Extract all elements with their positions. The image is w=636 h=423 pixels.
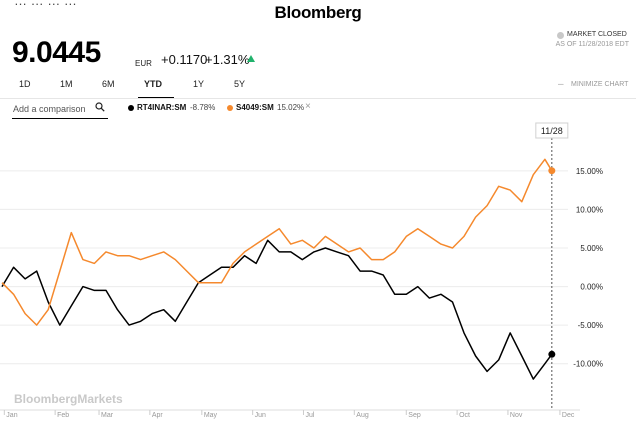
- market-status-dot-icon: [557, 32, 564, 39]
- x-tick-label-3: Apr: [152, 412, 164, 419]
- price-change-percent: +1.31%: [205, 52, 250, 67]
- y-tick-label-2: 5.00%: [580, 244, 603, 253]
- tab-ytd[interactable]: YTD: [144, 79, 162, 89]
- add-comparison-input[interactable]: [12, 99, 108, 119]
- tab-6m[interactable]: 6M: [102, 79, 115, 89]
- x-tick-label-9: Oct: [459, 412, 470, 419]
- remove-comparison-close-icon[interactable]: ×: [305, 101, 311, 112]
- series-end-point-1: [548, 167, 556, 175]
- legend-name-s4049: S4049:SM: [236, 103, 274, 112]
- price-currency: EUR: [135, 59, 152, 68]
- legend-dot-rt4inar-icon: [128, 105, 134, 111]
- legend-dot-s4049-icon: [227, 105, 233, 111]
- x-tick-label-10: Nov: [510, 412, 523, 419]
- current-price: 9.0445: [12, 36, 101, 69]
- price-change: +0.1170: [161, 52, 208, 67]
- x-tick-label-5: Jun: [255, 412, 266, 419]
- x-tick-label-6: Jul: [305, 412, 314, 419]
- minimize-chart-button[interactable]: MINIMIZE CHART: [571, 81, 629, 88]
- y-tick-label-3: 0.00%: [580, 283, 603, 292]
- tab-5y[interactable]: 5Y: [234, 79, 246, 89]
- series-line-1: [1, 158, 553, 326]
- search-icon[interactable]: [95, 102, 105, 112]
- up-triangle-icon: [247, 55, 255, 62]
- legend-value-s4049: 15.02%: [277, 103, 305, 112]
- x-tick-label-8: Sep: [408, 412, 421, 419]
- bloomberg-logo[interactable]: Bloomberg: [274, 3, 362, 22]
- as-of-timestamp: AS OF 11/28/2018 EDT: [555, 41, 629, 48]
- x-tick-label-7: Aug: [356, 412, 369, 419]
- x-tick-label-4: May: [204, 412, 218, 419]
- y-tick-label-1: 10.00%: [576, 205, 603, 214]
- market-status: MARKET CLOSED: [567, 31, 627, 38]
- price-chart[interactable]: 15.00% 10.00% 5.00% 0.00% -5.00% -10.00% Jan Fe…: [0, 120, 636, 423]
- legend-name-rt4inar: RT4INAR:SM: [137, 103, 187, 112]
- y-tick-label-5: -10.00%: [573, 360, 603, 369]
- x-tick-label-0: Jan: [6, 412, 17, 419]
- bloomberg-markets-watermark: BloombergMarkets: [14, 392, 123, 406]
- y-tick-label-4: -5.00%: [578, 321, 603, 330]
- tab-1d[interactable]: 1D: [19, 79, 31, 89]
- tab-1m[interactable]: 1M: [60, 79, 73, 89]
- series-line-0: [1, 239, 553, 380]
- series-end-point-0: [548, 350, 556, 358]
- cropped-header-text: … … … …: [14, 0, 77, 8]
- x-tick-label-1: Feb: [57, 412, 69, 419]
- collapse-icon[interactable]: –: [558, 79, 564, 90]
- cursor-date-label: 11/28: [541, 126, 563, 136]
- legend-value-rt4inar: -8.78%: [190, 103, 216, 112]
- y-tick-label-0: 15.00%: [576, 167, 603, 176]
- tabs-divider: [0, 98, 636, 99]
- cursor-label-box: [535, 122, 569, 139]
- x-tick-label-11: Dec: [562, 412, 575, 419]
- tab-1y[interactable]: 1Y: [193, 79, 205, 89]
- x-tick-label-2: Mar: [101, 412, 114, 419]
